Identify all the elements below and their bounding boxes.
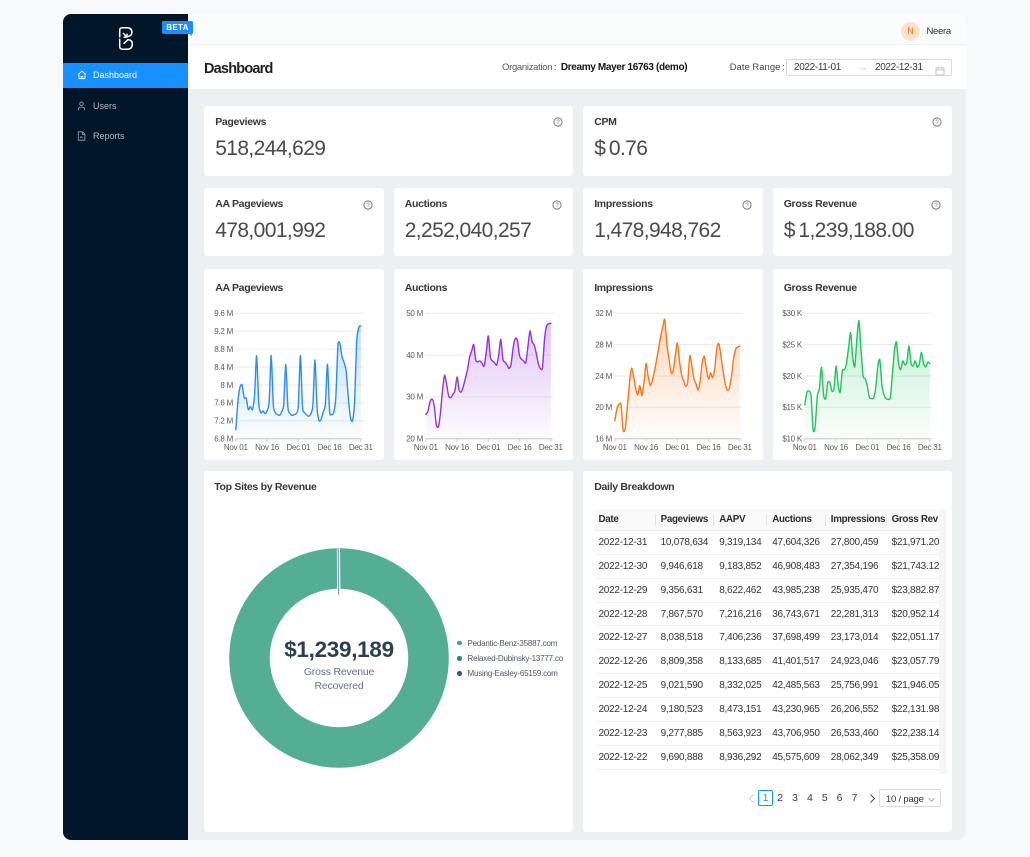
svg-text:Dec 01: Dec 01: [855, 443, 880, 452]
svg-text:Dec 16: Dec 16: [697, 443, 722, 452]
svg-text:20 M: 20 M: [595, 403, 612, 412]
svg-text:28 M: 28 M: [595, 340, 612, 349]
svg-text:$15 K: $15 K: [782, 403, 803, 412]
svg-text:Dec 31: Dec 31: [539, 443, 564, 452]
svg-text:Nov 01: Nov 01: [793, 443, 818, 452]
svg-text:?: ?: [557, 120, 561, 126]
svg-text:$30 K: $30 K: [782, 309, 803, 318]
svg-text:Dec 01: Dec 01: [287, 443, 312, 452]
svg-text:24 M: 24 M: [595, 371, 612, 380]
svg-text:9.2 M: 9.2 M: [214, 327, 233, 336]
svg-text:Dec 31: Dec 31: [728, 443, 753, 452]
svg-text:Nov 16: Nov 16: [824, 443, 849, 452]
svg-text:9.6 M: 9.6 M: [214, 309, 233, 318]
svg-text:?: ?: [556, 203, 560, 209]
svg-text:50 M: 50 M: [406, 309, 423, 318]
svg-text:?: ?: [936, 120, 940, 126]
svg-text:8.4 M: 8.4 M: [214, 362, 233, 371]
svg-text:16 M: 16 M: [595, 434, 612, 443]
svg-text:$10 K: $10 K: [782, 434, 803, 443]
svg-text:Nov 16: Nov 16: [634, 443, 659, 452]
svg-text:8.8 M: 8.8 M: [214, 344, 233, 353]
svg-text:?: ?: [745, 203, 749, 209]
svg-text:6.8 M: 6.8 M: [214, 434, 233, 443]
svg-text:Dec 16: Dec 16: [507, 443, 532, 452]
svg-text:Dec 16: Dec 16: [886, 443, 911, 452]
svg-text:Dec 31: Dec 31: [918, 443, 943, 452]
svg-text:$25 K: $25 K: [782, 340, 803, 349]
svg-text:?: ?: [935, 203, 939, 209]
svg-text:Nov 01: Nov 01: [603, 443, 628, 452]
svg-text:Dec 01: Dec 01: [666, 443, 691, 452]
svg-text:30 M: 30 M: [406, 392, 423, 401]
svg-text:?: ?: [366, 203, 370, 209]
svg-text:$20 K: $20 K: [782, 371, 803, 380]
svg-text:20 M: 20 M: [406, 434, 423, 443]
svg-text:32 M: 32 M: [595, 309, 612, 318]
svg-text:Dec 16: Dec 16: [318, 443, 343, 452]
svg-text:Dec 01: Dec 01: [476, 443, 501, 452]
svg-text:7.6 M: 7.6 M: [214, 398, 233, 407]
svg-text:7.2 M: 7.2 M: [214, 416, 233, 425]
svg-text:Dec 31: Dec 31: [349, 443, 374, 452]
svg-text:8 M: 8 M: [221, 380, 234, 389]
svg-text:Nov 16: Nov 16: [255, 443, 280, 452]
svg-text:40 M: 40 M: [406, 350, 423, 359]
svg-text:Nov 01: Nov 01: [414, 443, 439, 452]
svg-text:Nov 16: Nov 16: [445, 443, 470, 452]
svg-text:Nov 01: Nov 01: [224, 443, 249, 452]
